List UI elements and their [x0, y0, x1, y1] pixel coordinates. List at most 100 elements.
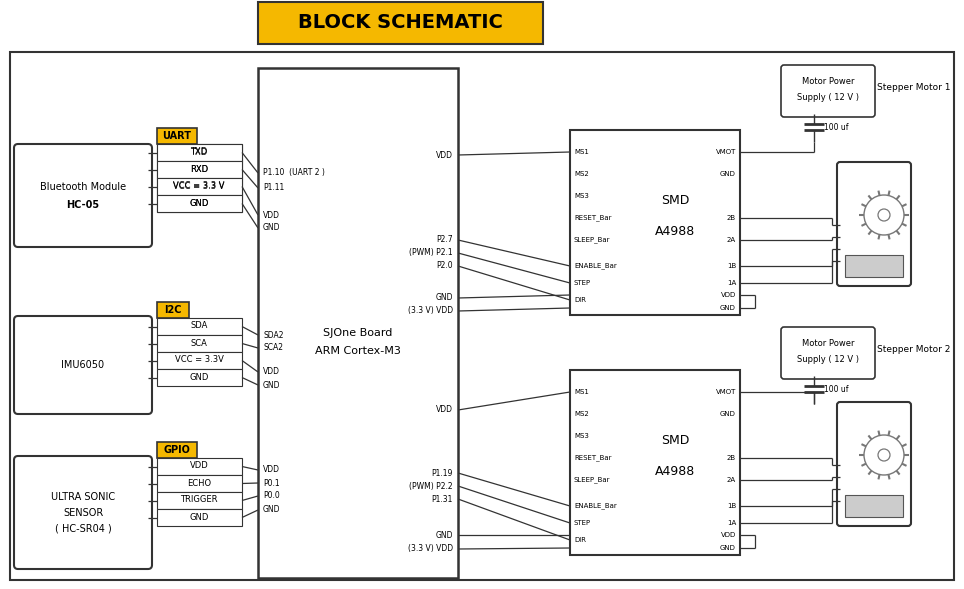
Bar	[845, 495, 903, 517]
Bar	[157, 161, 242, 178]
Text: 100 uf: 100 uf	[824, 124, 848, 133]
FancyBboxPatch shape	[14, 144, 152, 247]
Text: RESET_Bar: RESET_Bar	[574, 455, 611, 461]
Text: SCA: SCA	[191, 339, 207, 348]
Text: GND: GND	[263, 505, 281, 515]
Text: RXD: RXD	[190, 164, 208, 174]
Bar	[157, 144, 242, 161]
Text: GND: GND	[720, 171, 736, 177]
Text: Bluetooth Module: Bluetooth Module	[40, 183, 126, 193]
Text: UART: UART	[163, 131, 192, 141]
Text: P1.19: P1.19	[432, 468, 453, 478]
Text: P1.31: P1.31	[432, 495, 453, 504]
Text: VDD: VDD	[436, 405, 453, 415]
Text: ENABLE_Bar: ENABLE_Bar	[574, 502, 617, 509]
Text: DIR: DIR	[574, 297, 586, 303]
Text: I2C: I2C	[164, 305, 182, 315]
Text: VDD: VDD	[263, 210, 280, 220]
Text: GND: GND	[189, 372, 208, 382]
Text: RXD: RXD	[190, 165, 208, 174]
Text: P0.1: P0.1	[263, 478, 280, 488]
FancyBboxPatch shape	[837, 162, 911, 286]
Bar	[157, 128, 197, 144]
Text: MS1: MS1	[574, 389, 589, 395]
Text: SLEEP_Bar: SLEEP_Bar	[574, 237, 610, 243]
Bar	[157, 302, 189, 318]
Text: GND: GND	[436, 293, 453, 303]
Bar	[157, 458, 242, 475]
Text: (3.3 V) VDD: (3.3 V) VDD	[408, 306, 453, 316]
Text: ENABLE_Bar: ENABLE_Bar	[574, 263, 617, 269]
Text: A4988: A4988	[656, 225, 695, 238]
Text: SJOne Board: SJOne Board	[323, 328, 392, 338]
Text: P1.10  (UART 2 ): P1.10 (UART 2 )	[263, 168, 325, 177]
Bar	[10, 52, 954, 580]
Text: Stepper Motor 1: Stepper Motor 1	[877, 84, 951, 92]
Text: IMU6050: IMU6050	[62, 360, 104, 370]
Text: SMD: SMD	[661, 434, 689, 447]
Text: VMOT: VMOT	[715, 149, 736, 155]
Text: HC-05: HC-05	[67, 200, 99, 210]
Text: SENSOR: SENSOR	[63, 508, 103, 518]
Text: 2A: 2A	[727, 477, 736, 483]
Text: 1A: 1A	[727, 280, 736, 286]
Text: ECHO: ECHO	[187, 478, 211, 488]
Text: GPIO: GPIO	[164, 445, 191, 455]
Bar	[845, 255, 903, 277]
Text: (PWM) P2.2: (PWM) P2.2	[410, 481, 453, 491]
FancyBboxPatch shape	[781, 327, 875, 379]
Text: STEP: STEP	[574, 280, 591, 286]
FancyBboxPatch shape	[781, 65, 875, 117]
Text: (PWM) P2.1: (PWM) P2.1	[410, 249, 453, 257]
Text: VCC = 3.3 V: VCC = 3.3 V	[174, 182, 225, 191]
Text: GND: GND	[263, 223, 281, 233]
Text: GND: GND	[189, 199, 208, 208]
Bar	[157, 335, 242, 352]
Text: ULTRA SONIC: ULTRA SONIC	[51, 491, 115, 501]
Text: TXD: TXD	[190, 148, 207, 157]
Text: VDD: VDD	[263, 465, 280, 475]
Text: GND: GND	[189, 512, 208, 521]
Text: VDD: VDD	[721, 292, 736, 298]
Text: SLEEP_Bar: SLEEP_Bar	[574, 477, 610, 484]
Text: A4988: A4988	[656, 465, 695, 478]
Text: Supply ( 12 V ): Supply ( 12 V )	[797, 94, 859, 102]
Text: ( HC-SR04 ): ( HC-SR04 )	[55, 524, 112, 534]
Bar	[157, 509, 242, 526]
Text: 2B: 2B	[727, 215, 736, 221]
Text: MS3: MS3	[574, 193, 589, 199]
FancyBboxPatch shape	[837, 402, 911, 526]
Text: 2A: 2A	[727, 237, 736, 243]
Text: (3.3 V) VDD: (3.3 V) VDD	[408, 544, 453, 554]
Text: 1A: 1A	[727, 520, 736, 526]
Text: P2.0: P2.0	[437, 262, 453, 270]
Text: VCC = 3.3 V: VCC = 3.3 V	[174, 181, 225, 190]
Bar	[157, 195, 242, 212]
Text: BLOCK SCHEMATIC: BLOCK SCHEMATIC	[298, 14, 503, 32]
Bar	[157, 352, 242, 369]
Text: STEP: STEP	[574, 520, 591, 526]
FancyBboxPatch shape	[14, 316, 152, 414]
Text: GND: GND	[263, 380, 281, 389]
Bar	[570, 130, 740, 315]
Text: SDA: SDA	[190, 322, 207, 330]
Text: RESET_Bar: RESET_Bar	[574, 214, 611, 221]
Text: TXD: TXD	[190, 147, 207, 157]
Text: P0.0: P0.0	[263, 491, 280, 501]
Text: VCC = 3.3V: VCC = 3.3V	[174, 356, 224, 365]
Bar	[157, 195, 242, 212]
Text: VDD: VDD	[190, 462, 208, 471]
Text: ARM Cortex-M3: ARM Cortex-M3	[315, 346, 401, 356]
Text: TRIGGER: TRIGGER	[180, 495, 218, 505]
Text: MS2: MS2	[574, 171, 589, 177]
Text: VMOT: VMOT	[715, 389, 736, 395]
Text: P2.7: P2.7	[437, 236, 453, 244]
Text: Stepper Motor 2: Stepper Motor 2	[877, 346, 951, 355]
Bar	[157, 318, 242, 335]
Bar	[157, 178, 242, 195]
Text: Motor Power: Motor Power	[802, 339, 854, 349]
Bar	[157, 492, 242, 509]
FancyBboxPatch shape	[14, 456, 152, 569]
Text: GND: GND	[720, 305, 736, 311]
Bar	[157, 161, 242, 178]
